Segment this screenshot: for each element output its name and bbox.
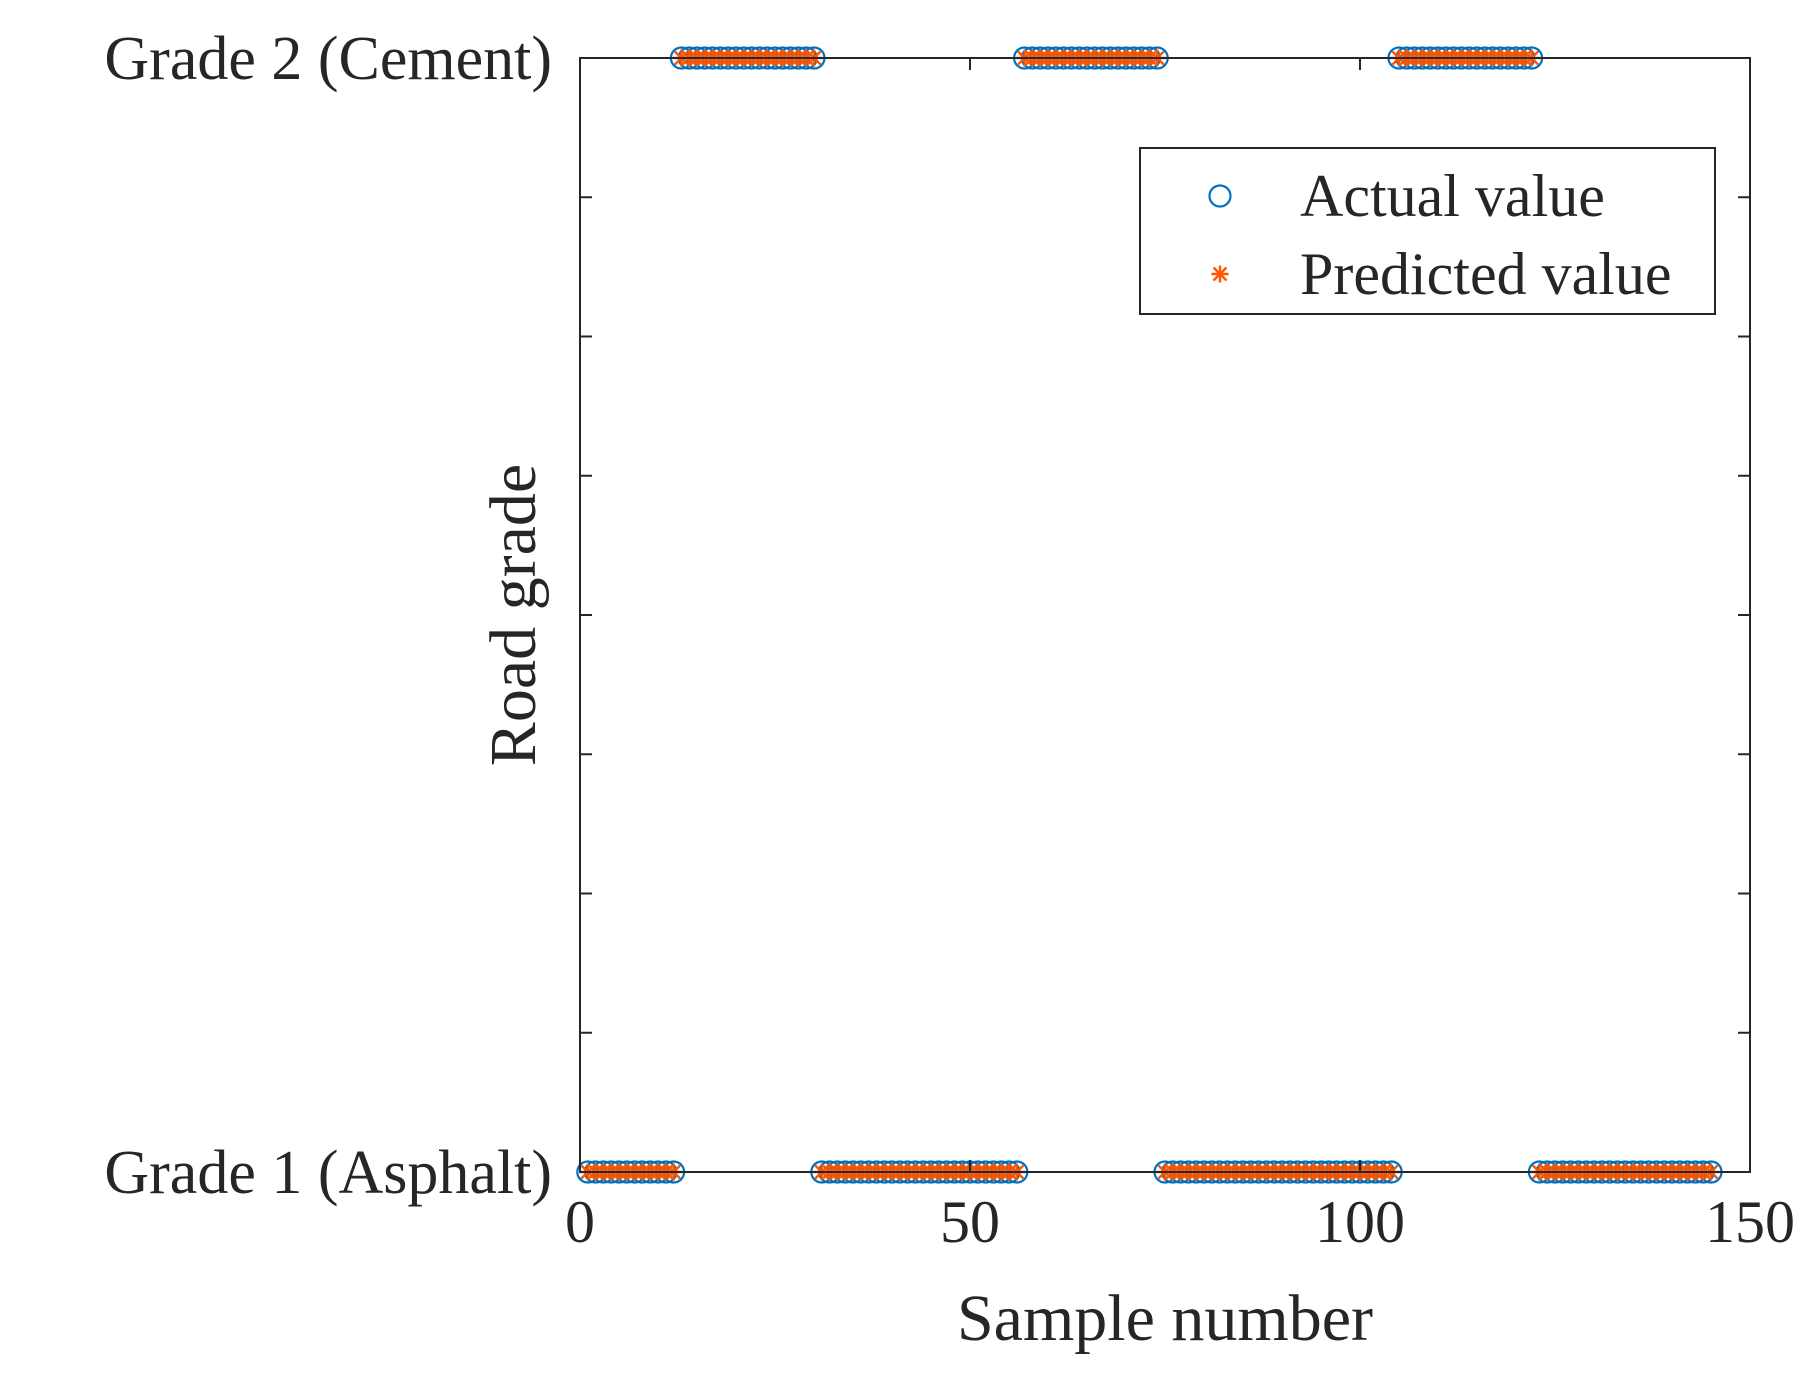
legend-item: Actual value xyxy=(1208,163,1605,229)
x-tick-label: 50 xyxy=(940,1189,1000,1255)
y-axis-label: Road grade xyxy=(477,464,550,766)
tick-labels: 0 50 100 150 Grade 1 (Asphalt) Grade 2 (Cemen… xyxy=(104,25,1795,1255)
x-tick-label: 100 xyxy=(1315,1189,1405,1255)
y-tick-label: Grade 2 (Cement) xyxy=(104,25,552,93)
x-tick-label: 150 xyxy=(1705,1189,1795,1255)
legend: Actual value Predicted value xyxy=(1139,147,1716,315)
x-axis-label: Sample number xyxy=(957,1282,1373,1355)
axes-layer xyxy=(579,57,1751,1173)
data-point xyxy=(1211,265,1229,283)
data-point xyxy=(1208,184,1232,208)
legend-label: Actual value xyxy=(1300,163,1605,229)
y-tick-label: Grade 1 (Asphalt) xyxy=(104,1139,552,1207)
legend-item: Predicted value xyxy=(1211,241,1672,307)
legend-box xyxy=(1139,147,1716,315)
legend-label: Predicted value xyxy=(1300,241,1672,307)
x-tick-label: 0 xyxy=(565,1189,595,1255)
